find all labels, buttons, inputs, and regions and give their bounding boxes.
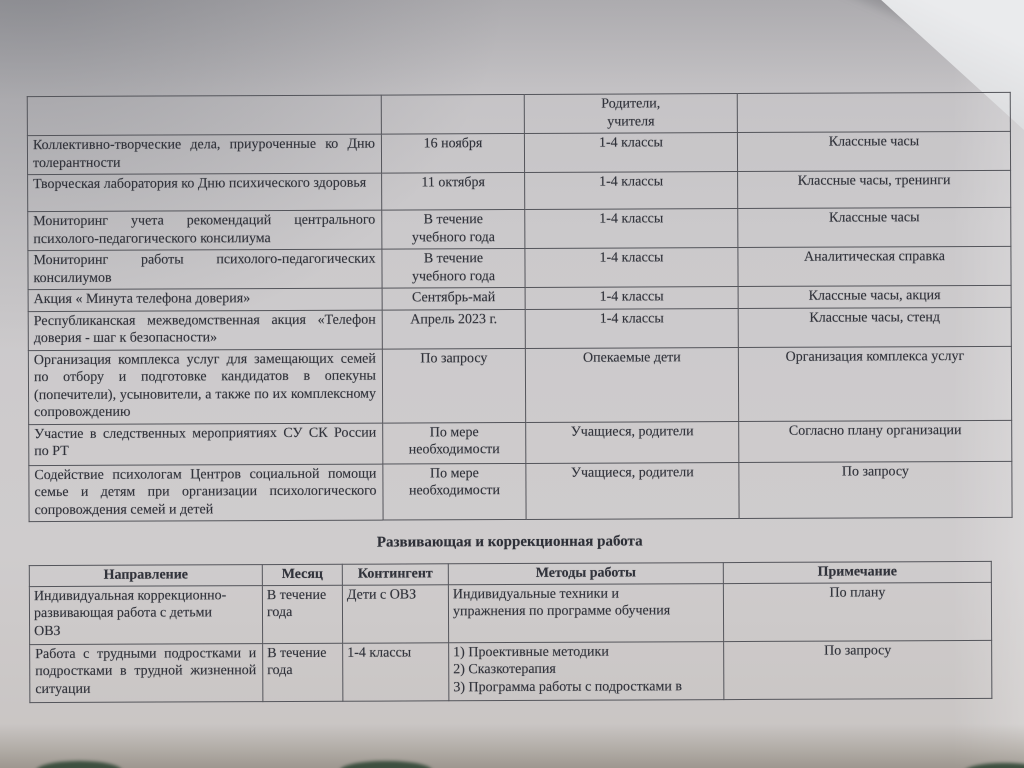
column-header: Примечание bbox=[723, 561, 992, 584]
dark-object-edge bbox=[340, 761, 432, 768]
table-row: Индивидуальная коррекционно- развивающая… bbox=[29, 581, 992, 645]
table-cell: Мониторинг учета рекомендаций центрально… bbox=[27, 210, 382, 251]
table-cell: 1-4 классы bbox=[525, 286, 739, 309]
table-cell: Классные часы, тренинги bbox=[737, 170, 1011, 209]
table-cell: Родители, учителя bbox=[524, 93, 738, 134]
table-cell: Акция « Минута телефона доверия» bbox=[28, 288, 383, 312]
table-cell: 1-4 классы bbox=[524, 208, 738, 249]
table-cell: 1-4 классы bbox=[524, 171, 738, 210]
table-cell bbox=[27, 95, 382, 136]
table-cell: В течение учебного года bbox=[381, 209, 525, 250]
table-row: Творческая лаборатория ко Дню психическо… bbox=[27, 170, 1011, 212]
table-cell: Опекаемые дети bbox=[525, 347, 739, 422]
dark-object-edge bbox=[964, 763, 1024, 768]
table-cell: Учащиеся, родители bbox=[525, 462, 740, 520]
table-cell: Учащиеся, родители bbox=[525, 421, 739, 463]
table-row: Участие в следственных мероприятиях СУ С… bbox=[28, 419, 1012, 466]
table-row: Мониторинг учета рекомендаций центрально… bbox=[27, 207, 1011, 251]
table-row: Родители, учителя bbox=[27, 92, 1011, 136]
table-cell: 11 октября bbox=[381, 172, 525, 211]
table-cell: По плану bbox=[723, 581, 992, 642]
table-row: Содействие психологам Центров социальной… bbox=[28, 460, 1013, 522]
table-cell: В течение года bbox=[262, 584, 343, 644]
column-header: Месяц bbox=[262, 564, 343, 586]
table-cell: По запросу bbox=[382, 347, 526, 423]
table-cell: 1-4 классы bbox=[342, 642, 449, 701]
table-cell: Аналитическая справка bbox=[737, 246, 1012, 287]
table-row: Работа с трудными подростками и подростк… bbox=[29, 639, 992, 703]
table-cell: Согласно плану организации bbox=[738, 419, 1012, 463]
developmental-correction-table: Направление Месяц Контингент Методы рабо… bbox=[29, 561, 993, 703]
table-cell: Классные часы bbox=[737, 131, 1011, 172]
table-cell: По запросу bbox=[723, 639, 992, 700]
table-cell: Коллективно-творческие дела, приуроченны… bbox=[27, 134, 382, 175]
column-header: Контингент bbox=[342, 563, 449, 585]
table-cell: В течение учебного года bbox=[381, 248, 526, 289]
column-header: Направление bbox=[29, 564, 263, 587]
dark-object-edge bbox=[36, 761, 122, 768]
table-row: Республиканская межведомственная акция «… bbox=[28, 306, 1012, 351]
table-cell: Содействие психологам Центров социальной… bbox=[28, 463, 384, 522]
table-cell: 1-4 классы bbox=[525, 308, 739, 348]
table-cell: Организация комплекса услуг bbox=[738, 345, 1012, 422]
table-cell: Классные часы bbox=[737, 207, 1011, 248]
table-cell: Сентябрь-май bbox=[382, 287, 526, 310]
table-cell: 1) Проективные методики 2) Сказкотерапия… bbox=[448, 641, 724, 701]
table-row: Организация комплекса услуг для замещающ… bbox=[28, 345, 1012, 425]
table-cell: 1-4 классы bbox=[524, 132, 738, 173]
table-cell: По мере необходимости bbox=[382, 421, 526, 464]
table-cell: Организация комплекса услуг для замещающ… bbox=[28, 348, 383, 425]
table-cell: Индивидуальные техники и упражнения по п… bbox=[448, 583, 724, 643]
psych-support-plan-table: Родители, учителя Коллективно-творческие… bbox=[27, 92, 1013, 522]
table-cell bbox=[381, 94, 525, 135]
table-cell: В течение года bbox=[262, 642, 343, 702]
section-title: Развивающая и коррекционная работа bbox=[376, 533, 643, 551]
table-cell: Работа с трудными подростками и подростк… bbox=[29, 643, 263, 703]
table-cell bbox=[737, 92, 1011, 133]
desk-edge bbox=[0, 724, 1024, 768]
table-cell: Дети с ОВЗ bbox=[342, 584, 449, 643]
table-cell: Классные часы, акция bbox=[738, 285, 1012, 309]
table-row: Коллективно-творческие дела, приуроченны… bbox=[27, 131, 1011, 175]
table-cell: 1-4 классы bbox=[524, 247, 739, 288]
column-header: Методы работы bbox=[448, 562, 724, 585]
table-cell: Республиканская межведомственная акция «… bbox=[28, 309, 383, 351]
table-cell: Индивидуальная коррекционно- развивающая… bbox=[29, 585, 263, 645]
table-cell: По мере необходимости bbox=[382, 462, 527, 521]
table-cell: По запросу bbox=[738, 460, 1013, 519]
table-row: Мониторинг работы психолого-педагогическ… bbox=[27, 246, 1012, 290]
table-cell: Творческая лаборатория ко Дню психическо… bbox=[27, 173, 382, 212]
table-cell: Апрель 2023 г. bbox=[382, 308, 526, 349]
table-cell: Участие в следственных мероприятиях СУ С… bbox=[28, 422, 383, 466]
table-cell: 16 ноября bbox=[381, 133, 525, 174]
table-cell: Мониторинг работы психолого-педагогическ… bbox=[27, 249, 383, 290]
table-cell: Классные часы, стенд bbox=[738, 306, 1012, 348]
